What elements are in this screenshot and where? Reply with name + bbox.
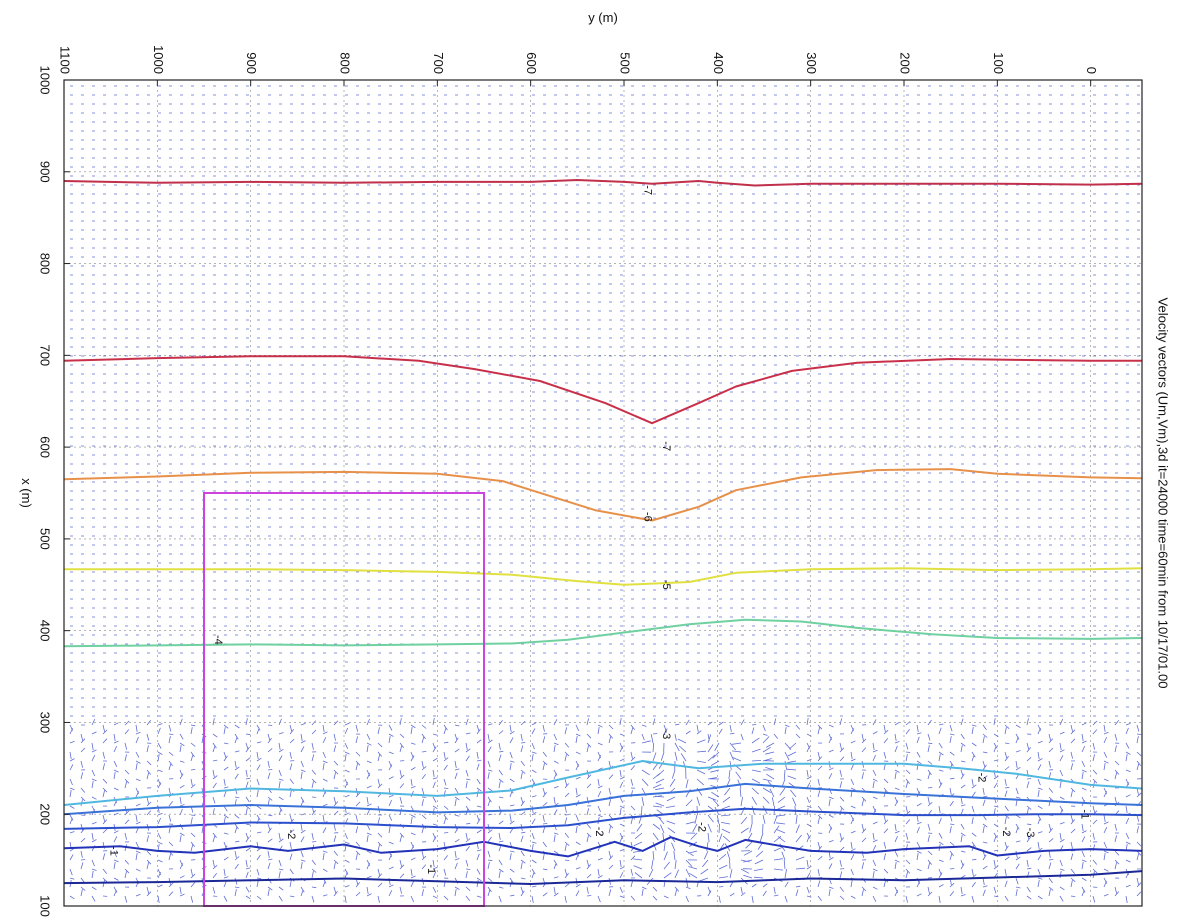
y-ticks: 1100 1000 900 800 700 600 500 400 300 200 100 0 (58, 45, 1099, 86)
contour-line-3 (63, 468, 1143, 522)
contour-label: -1 (108, 846, 120, 856)
contour-label: -2 (1000, 827, 1012, 837)
y-tick-label: 500 (618, 52, 633, 74)
contour-label: -7 (660, 441, 672, 451)
y-tick-label: 0 (1084, 67, 1099, 74)
x-tick-label: 200 (38, 803, 53, 825)
contour-label: -3 (1024, 828, 1036, 838)
y-tick-label: 300 (804, 52, 819, 74)
contour-label: -2 (285, 830, 297, 840)
contour-label: -6 (642, 512, 654, 522)
contour-label: -4 (212, 635, 224, 645)
y-tick-label: 1100 (58, 46, 73, 74)
plot-frame (63, 79, 1143, 907)
x-axis-label: x (m) (19, 478, 34, 508)
x-tick-label: 700 (38, 344, 53, 366)
y-axis-label: y (m) (588, 10, 618, 25)
contour-line-1 (63, 179, 1143, 187)
contour-label: -5 (660, 580, 672, 590)
x-tick-label: 600 (38, 436, 53, 458)
chart-title: Velocity vectors (Um,Vm),3d it=24000 tim… (1156, 298, 1171, 689)
x-tick-label: 400 (38, 620, 53, 642)
contour-label: -7 (642, 185, 654, 195)
contour-line-2 (63, 355, 1142, 425)
contour-line-4 (64, 567, 1143, 586)
contour-label: -3 (660, 729, 672, 739)
y-tick-label: 600 (524, 52, 539, 74)
contour-line-7 (63, 782, 1143, 816)
contour-label: -2 (593, 827, 605, 837)
contour-labels: -7 -7 -6 -5 -4 -3 -2 -2 -1 -2 -2 -3 -2 -1 -1 (108, 185, 1091, 874)
x-ticks: 1000 900 800 700 600 500 400 300 200 100 (38, 66, 70, 917)
x-tick-label: 1000 (38, 66, 53, 95)
x-tick-label: 100 (38, 895, 53, 917)
y-tick-label: 800 (338, 52, 353, 74)
x-tick-label: 800 (38, 253, 53, 275)
contour-line-10 (63, 870, 1143, 885)
contour-lines (63, 179, 1143, 885)
contour-label: -2 (976, 773, 988, 783)
contour-line-8 (63, 807, 1143, 830)
y-tick-label: 400 (711, 52, 726, 74)
contour-label: -1 (1078, 809, 1090, 819)
y-tick-label: 700 (431, 52, 446, 74)
contour-line-6 (63, 760, 1143, 806)
contour-label: -2 (696, 822, 708, 832)
x-tick-label: 300 (38, 712, 53, 734)
y-tick-label: 1000 (151, 45, 166, 74)
y-tick-label: 200 (898, 52, 913, 74)
vector-arrows (69, 85, 1142, 903)
y-tick-label: 900 (244, 52, 259, 74)
contour-line-9 (63, 836, 1143, 858)
velocity-vector-field (69, 85, 1142, 903)
contour-line-5 (63, 618, 1143, 648)
x-tick-label: 900 (38, 161, 53, 183)
contour-label: -1 (425, 864, 437, 874)
y-tick-label: 100 (991, 52, 1006, 74)
x-tick-label: 500 (38, 528, 53, 550)
